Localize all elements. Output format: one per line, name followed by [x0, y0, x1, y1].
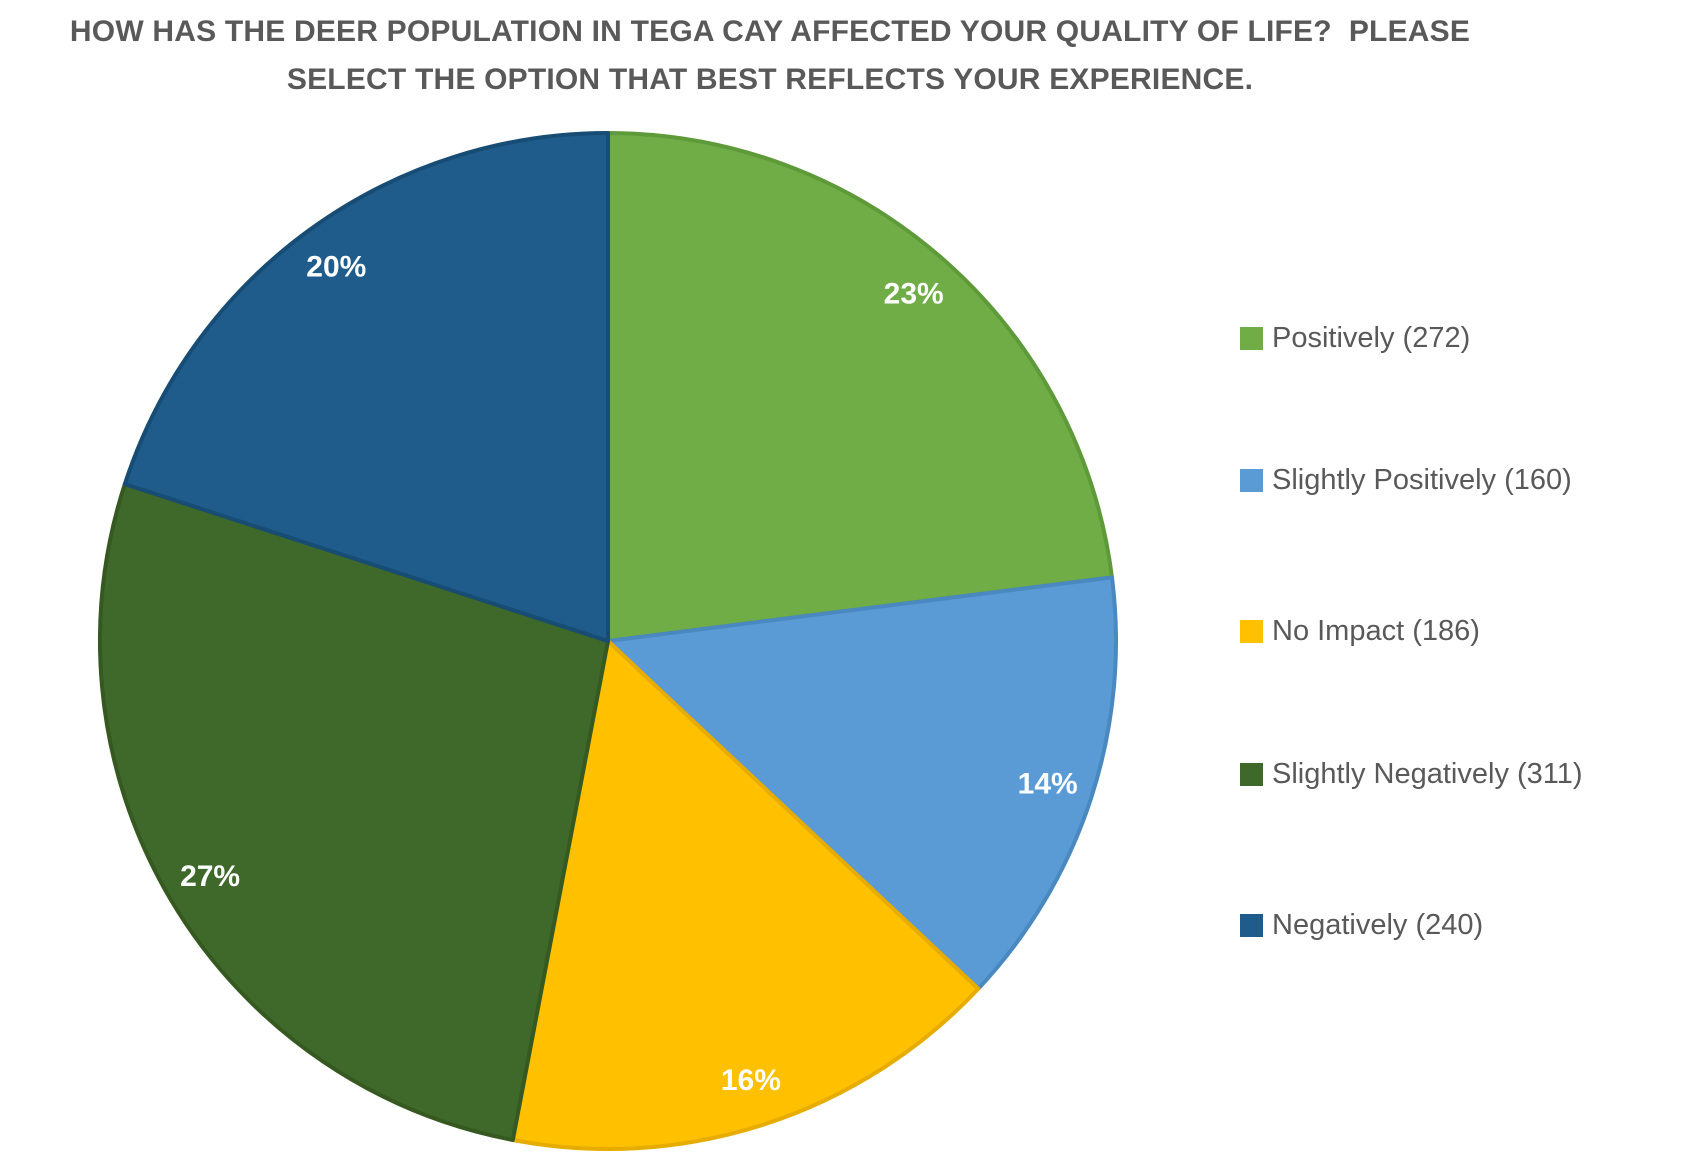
pie-slice-slightly-positively — [606, 575, 1118, 991]
legend-swatch-slightly-positively-icon — [1240, 468, 1263, 492]
pie-slice-positively — [606, 131, 1114, 643]
legend-swatch-slightly-negatively-icon — [1240, 762, 1263, 786]
legend-item-negatively: Negatively (240) — [1240, 902, 1483, 948]
chart-title: HOW HAS THE DEER POPULATION IN TEGA CAY … — [0, 8, 1540, 104]
legend-label: Negatively (240) — [1272, 908, 1484, 941]
pie-percent-label-negatively: 20% — [306, 251, 366, 284]
legend-item-slightly-negatively: Slightly Negatively (311) — [1240, 751, 1583, 797]
pie-slice-negatively — [122, 131, 610, 643]
chart-title-line-1: HOW HAS THE DEER POPULATION IN TEGA CAY … — [69, 15, 1471, 48]
chart-legend: Positively (272) Slightly Positively (16… — [1240, 0, 1680, 1165]
pie-slice-slightly-negatively — [98, 482, 610, 1142]
legend-label: Slightly Positively (160) — [1272, 463, 1572, 496]
legend-item-slightly-positively: Slightly Positively (160) — [1240, 457, 1572, 503]
legend-label: Positively (272) — [1272, 321, 1471, 354]
pie-percent-label-slightly-positively: 14% — [1018, 767, 1078, 800]
pie-percent-label-slightly-negatively: 27% — [180, 860, 240, 893]
legend-label: Slightly Negatively (311) — [1272, 757, 1583, 790]
legend-swatch-positively-icon — [1240, 326, 1263, 350]
legend-item-positively: Positively (272) — [1240, 315, 1470, 361]
chart-title-line-2: SELECT THE OPTION THAT BEST REFLECTS YOU… — [286, 63, 1254, 96]
pie-percent-label-positively: 23% — [884, 278, 944, 311]
pie-slice-no-impact — [510, 639, 981, 1151]
legend-item-no-impact: No Impact (186) — [1240, 608, 1480, 654]
legend-label: No Impact (186) — [1272, 614, 1480, 647]
legend-swatch-negatively-icon — [1240, 913, 1263, 937]
pie-percent-label-no-impact: 16% — [721, 1064, 781, 1097]
legend-swatch-no-impact-icon — [1240, 619, 1263, 643]
